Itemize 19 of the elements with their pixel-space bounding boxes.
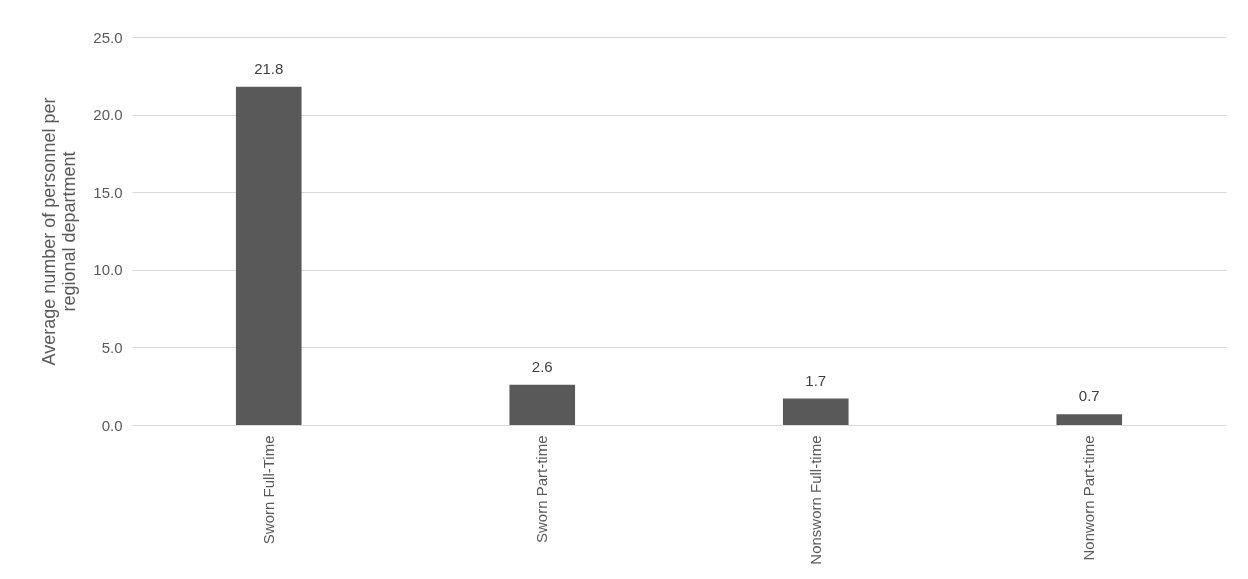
data-label: 1.7 [805, 371, 827, 389]
data-label: 2.6 [531, 357, 553, 375]
bar [1056, 414, 1123, 425]
x-tick-label: Sworn Part-time [533, 435, 551, 544]
bar [782, 398, 849, 425]
y-tick-label: 10.0 [93, 261, 123, 279]
y-tick-label: 15.0 [93, 183, 123, 201]
y-tick-label: 5.0 [101, 338, 123, 356]
data-label: 0.7 [1078, 387, 1100, 405]
y-tick-label: 20.0 [93, 106, 123, 124]
x-tick-label: Sworn Full-Time [259, 435, 277, 545]
bar [509, 384, 576, 425]
y-tick-label: 25.0 [93, 28, 123, 46]
bar [235, 86, 302, 425]
x-tick-label: Nonworn Part-time [1080, 435, 1098, 561]
data-label: 21.8 [254, 59, 284, 77]
y-axis-title: Average number of personnel per regional department [39, 97, 80, 366]
y-tick-label: 0.0 [101, 416, 123, 434]
x-tick-label: Nonsworn Full-time [806, 435, 824, 565]
